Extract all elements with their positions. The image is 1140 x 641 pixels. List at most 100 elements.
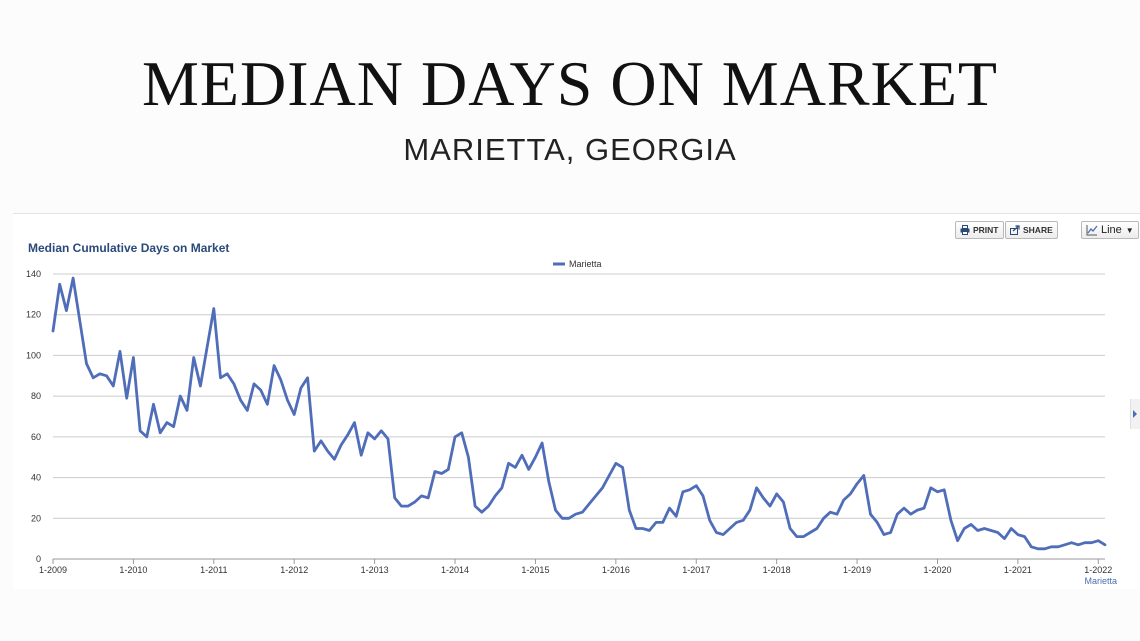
caret-down-icon: ▼ [1125, 225, 1134, 235]
data-point [715, 531, 717, 533]
print-button[interactable]: PRINT [955, 221, 1004, 239]
data-point [226, 373, 228, 375]
data-point [956, 540, 958, 542]
data-point [889, 531, 891, 533]
data-point [930, 487, 932, 489]
y-tick-label: 20 [31, 513, 41, 523]
data-point [85, 362, 87, 364]
data-point [420, 495, 422, 497]
data-point [1090, 542, 1092, 544]
x-tick-label: 1-2012 [280, 565, 308, 575]
data-point [829, 511, 831, 513]
data-point [373, 438, 375, 440]
data-point [574, 513, 576, 515]
x-tick-label: 1-2015 [521, 565, 549, 575]
data-point [1064, 544, 1066, 546]
data-point [327, 450, 329, 452]
data-point [916, 509, 918, 511]
print-label: PRINT [973, 225, 999, 235]
data-point [688, 489, 690, 491]
printer-icon [960, 225, 970, 235]
data-point [963, 527, 965, 529]
y-tick-label: 120 [26, 310, 41, 320]
data-point [186, 409, 188, 411]
data-point [280, 379, 282, 381]
data-point [1097, 540, 1099, 542]
data-point [219, 377, 221, 379]
chart-type-label: Line [1101, 224, 1122, 236]
data-point [749, 509, 751, 511]
data-point [172, 426, 174, 428]
data-point [313, 450, 315, 452]
data-point [213, 307, 215, 309]
data-point [521, 454, 523, 456]
data-point [494, 495, 496, 497]
data-point [427, 497, 429, 499]
data-point [199, 385, 201, 387]
data-point [514, 466, 516, 468]
data-point [802, 535, 804, 537]
data-point [380, 430, 382, 432]
data-point [126, 397, 128, 399]
data-point [193, 356, 195, 358]
data-point [239, 399, 241, 401]
data-point [528, 468, 530, 470]
x-tick-label: 1-2010 [119, 565, 147, 575]
series-end-label: Marietta [1084, 576, 1117, 586]
data-point [608, 474, 610, 476]
data-point [461, 432, 463, 434]
data-point [789, 527, 791, 529]
data-point [796, 535, 798, 537]
data-point [668, 507, 670, 509]
data-point [347, 434, 349, 436]
data-point [273, 364, 275, 366]
x-axis: 1-2009 1-2010 1-2011 1-2012 1-2013 1-2014 1-20… [39, 559, 1117, 586]
x-tick-label: 1-2016 [602, 565, 630, 575]
data-point [615, 462, 617, 464]
x-tick-label: 1-2017 [682, 565, 710, 575]
data-point [139, 430, 141, 432]
data-point [729, 527, 731, 529]
page-subheadline: MARIETTA, GEORGIA [403, 132, 737, 167]
data-point [487, 505, 489, 507]
data-point [662, 521, 664, 523]
data-point [541, 442, 543, 444]
data-point [709, 519, 711, 521]
data-point [306, 377, 308, 379]
data-point [320, 440, 322, 442]
data-point [286, 399, 288, 401]
chart-type-dropdown[interactable]: Line ▼ [1081, 221, 1139, 239]
x-tick-label: 1-2022 [1084, 565, 1112, 575]
data-point [863, 474, 865, 476]
data-point [936, 491, 938, 493]
share-label: SHARE [1023, 225, 1053, 235]
data-point [340, 444, 342, 446]
data-point [869, 513, 871, 515]
data-point [836, 513, 838, 515]
data-point [52, 330, 54, 332]
side-panel-toggle[interactable] [1130, 399, 1140, 429]
x-tick-label: 1-2013 [361, 565, 389, 575]
y-axis: 0 20 40 60 80 100 120 140 [26, 269, 41, 564]
data-point [735, 521, 737, 523]
data-point [782, 501, 784, 503]
data-point [206, 346, 208, 348]
legend-label: Marietta [569, 259, 602, 269]
y-tick-label: 60 [31, 432, 41, 442]
share-button[interactable]: SHARE [1005, 221, 1058, 239]
data-point [253, 383, 255, 385]
data-point [655, 521, 657, 523]
data-point [454, 436, 456, 438]
data-point [1010, 527, 1012, 529]
data-point [179, 395, 181, 397]
data-point [548, 480, 550, 482]
y-tick-label: 40 [31, 473, 41, 483]
data-point [621, 466, 623, 468]
chart-panel: PRINT SHARE Line ▼ Median Cumulative Day… [13, 213, 1140, 589]
data-point [675, 515, 677, 517]
data-point [105, 375, 107, 377]
data-point [1070, 542, 1072, 544]
chart-legend[interactable]: Marietta [553, 259, 602, 269]
data-point [92, 377, 94, 379]
